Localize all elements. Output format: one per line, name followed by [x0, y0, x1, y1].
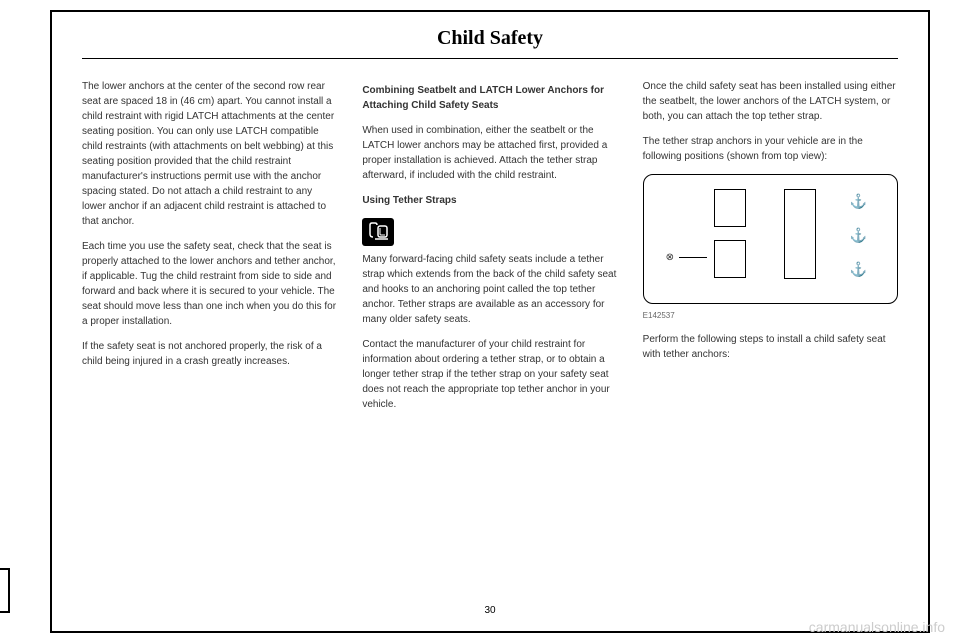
- seat-rect-bottom-left: [714, 240, 746, 278]
- side-tab: [0, 568, 10, 613]
- steering-wheel-icon: ⊗: [666, 250, 674, 265]
- steering-column-line: [679, 257, 707, 258]
- tether-position-diagram: ⚓ ⚓ ⚓ ⊗: [643, 174, 898, 304]
- seat-rect-top-left: [714, 189, 746, 227]
- tether-icon: [362, 218, 394, 246]
- col3-para3: Perform the following steps to install a…: [643, 332, 898, 362]
- col3-para2: The tether strap anchors in your vehicle…: [643, 134, 898, 164]
- watermark: carmanualsonline.info: [809, 619, 945, 635]
- column-3: Once the child safety seat has been inst…: [643, 79, 898, 422]
- page-title: Child Safety: [82, 27, 898, 50]
- col2-para2: Many forward-facing child safety seats i…: [362, 252, 617, 327]
- col2-heading2: Using Tether Straps: [362, 193, 617, 208]
- col2-para1: When used in combination, either the sea…: [362, 123, 617, 183]
- anchor-icon-1: ⚓: [850, 191, 867, 212]
- anchor-icon-2: ⚓: [850, 225, 867, 246]
- col1-para1: The lower anchors at the center of the s…: [82, 79, 337, 229]
- child-seat-anchor-icon: [366, 222, 390, 242]
- page-container: Child Safety The lower anchors at the ce…: [50, 10, 930, 633]
- col1-para2: Each time you use the safety seat, check…: [82, 239, 337, 329]
- column-2: Combining Seatbelt and LATCH Lower Ancho…: [362, 79, 617, 422]
- content-columns: The lower anchors at the center of the s…: [82, 79, 898, 422]
- col1-para3: If the safety seat is not anchored prope…: [82, 339, 337, 369]
- page-number: 30: [484, 605, 495, 616]
- col3-para1: Once the child safety seat has been inst…: [643, 79, 898, 124]
- diagram-caption: E142537: [643, 310, 898, 322]
- col2-para3: Contact the manufacturer of your child r…: [362, 337, 617, 412]
- anchor-icon-3: ⚓: [850, 259, 867, 280]
- col2-heading1: Combining Seatbelt and LATCH Lower Ancho…: [362, 83, 617, 113]
- seat-rect-right: [784, 189, 816, 279]
- title-divider: [82, 58, 898, 59]
- column-1: The lower anchors at the center of the s…: [82, 79, 337, 422]
